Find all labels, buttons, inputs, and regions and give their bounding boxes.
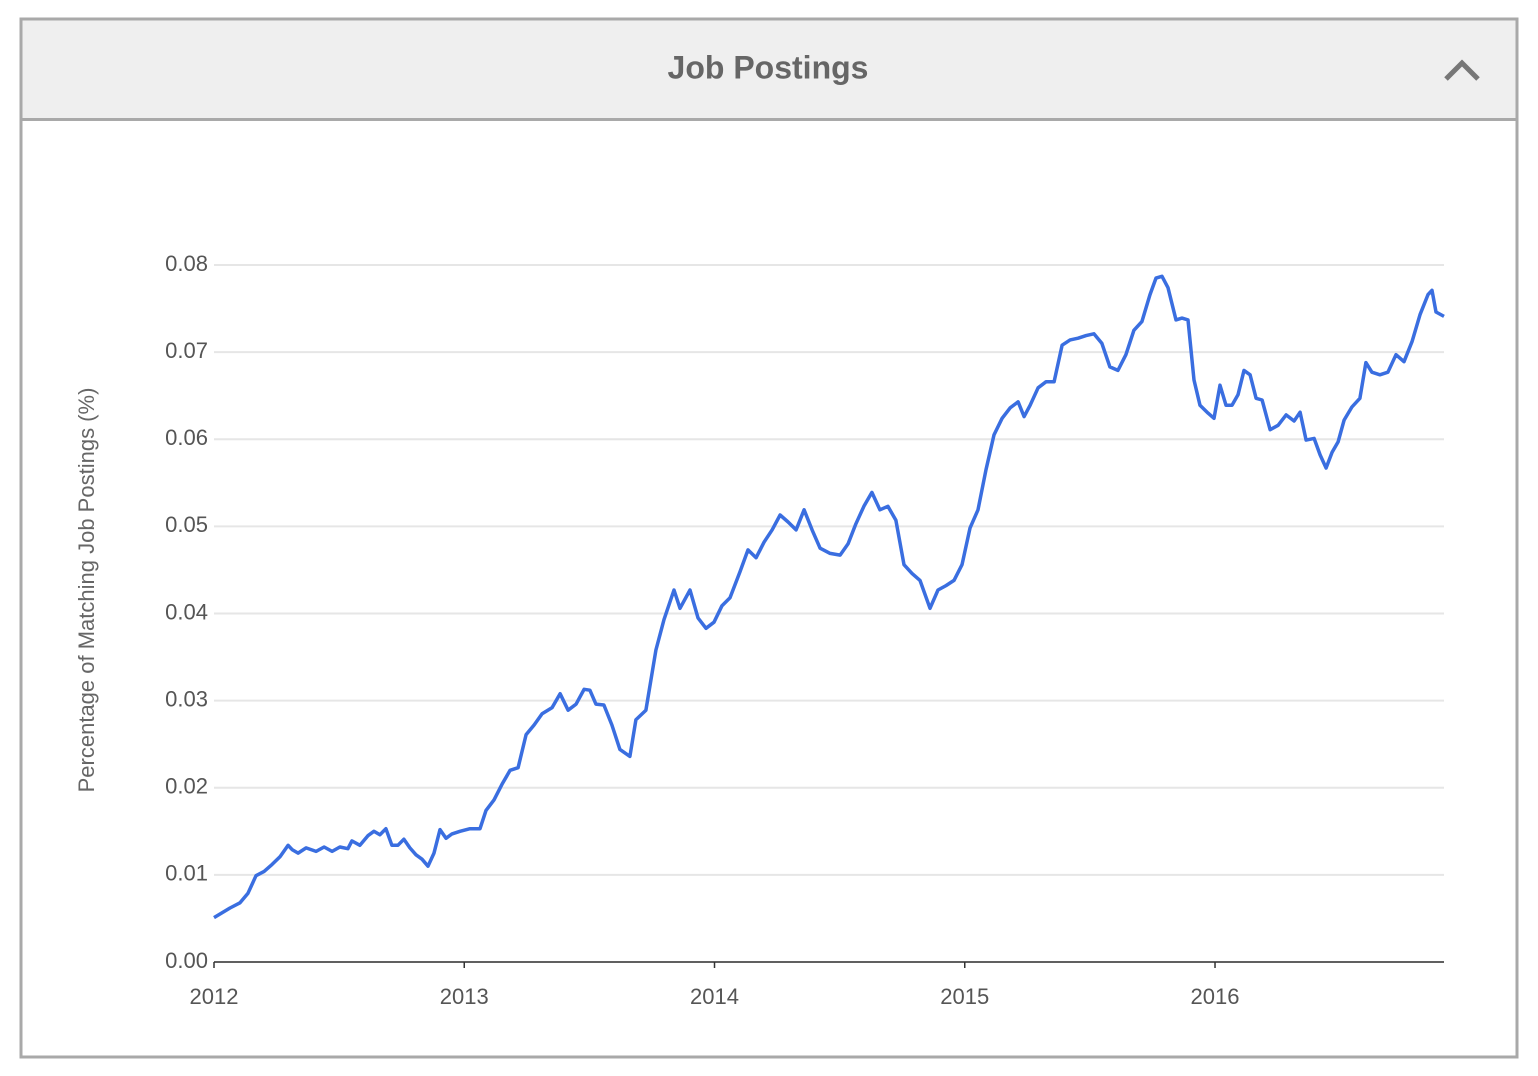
- y-tick-label: 0.05: [165, 512, 208, 537]
- x-tick-label: 2014: [690, 984, 739, 1009]
- chart-title: Job Postings: [668, 49, 869, 85]
- x-tick-label: 2015: [940, 984, 989, 1009]
- y-tick-label: 0.07: [165, 338, 208, 363]
- y-tick-label: 0.03: [165, 686, 208, 711]
- x-tick-label: 2012: [190, 984, 239, 1009]
- y-tick-label: 0.08: [165, 251, 208, 276]
- collapse-button[interactable]: [1444, 59, 1480, 81]
- data-line: [213, 274, 1445, 920]
- y-tick-label: 0.06: [165, 425, 208, 450]
- panel: [19, 17, 1519, 1059]
- x-tick-label: 2013: [440, 984, 489, 1009]
- x-tick-label: 2016: [1191, 984, 1240, 1009]
- y-tick-label: 0.01: [165, 861, 208, 886]
- y-tick-label: 0.02: [165, 774, 208, 799]
- y-axis-label: Percentage of Matching Job Postings (%): [74, 388, 99, 793]
- panel-header: [22, 20, 1516, 119]
- y-tick-label: 0.04: [165, 599, 208, 624]
- y-tick-label: 0.00: [165, 948, 208, 973]
